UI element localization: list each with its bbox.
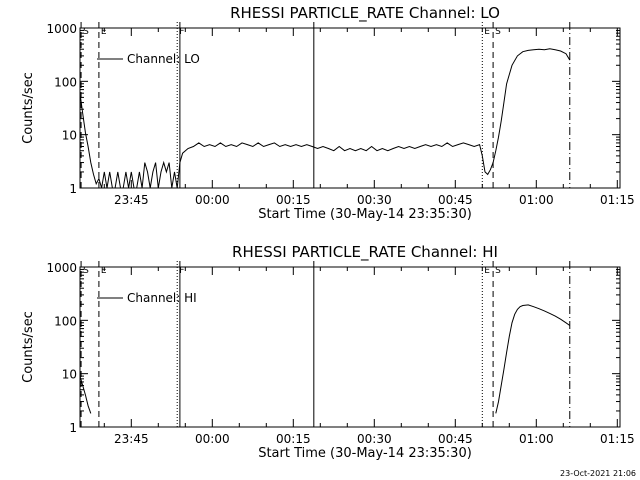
panel-hi: RHESSI PARTICLE_RATE Channel: HI 1 10 100 10…: [21, 243, 635, 461]
event-marker-label: S: [495, 266, 501, 276]
x-tick-label: 00:00: [195, 193, 230, 207]
legend-label: Channel: LO: [127, 52, 200, 66]
y-tick-label: 10: [62, 129, 77, 143]
x-tick-label: 00:00: [195, 432, 230, 446]
event-marker-label: S: [83, 266, 89, 276]
plot-frame: [79, 27, 621, 189]
x-tick-label: 00:30: [357, 193, 392, 207]
plot-frame: [79, 266, 621, 428]
x-tick-label: 00:45: [438, 193, 473, 207]
legend-label: Channel: HI: [127, 291, 197, 305]
y-tick-label: 100: [54, 75, 77, 89]
x-tick-label: 00:15: [276, 432, 311, 446]
series-line: [79, 375, 92, 414]
y-tick-label: 1000: [46, 261, 77, 275]
chart-title: RHESSI PARTICLE_RATE Channel: LO: [230, 4, 500, 23]
y-axis-label: Counts/sec: [21, 72, 36, 144]
x-tick-label: 23:45: [114, 193, 149, 207]
series-line: [495, 304, 571, 414]
x-tick-label: 01:15: [600, 193, 635, 207]
panel-lo: RHESSI PARTICLE_RATE Channel: LO 1 10 100 10…: [21, 4, 635, 222]
event-marker-label: E: [484, 27, 490, 37]
x-axis-label: Start Time (30-May-14 23:35:30): [258, 446, 472, 461]
event-marker-label: S: [83, 27, 89, 37]
x-tick-label: 00:45: [438, 432, 473, 446]
x-tick-label: 01:00: [519, 193, 554, 207]
event-marker-label: E: [484, 266, 490, 276]
timestamp: 23-Oct-2021 21:06: [560, 469, 636, 478]
y-tick-label: 1000: [46, 22, 77, 36]
event-marker-label: E: [101, 27, 107, 37]
y-tick-label: 1: [69, 421, 77, 435]
x-tick-label: 01:15: [600, 432, 635, 446]
x-tick-label: 00:15: [276, 193, 311, 207]
y-axis-label: Counts/sec: [21, 311, 36, 383]
x-tick-label: 01:00: [519, 432, 554, 446]
event-marker-label: F: [179, 27, 184, 37]
series-line: [79, 48, 571, 189]
y-tick-label: 1: [69, 182, 77, 196]
event-marker-label: F: [179, 266, 184, 276]
event-marker-label: S: [495, 27, 501, 37]
x-tick-label: 00:30: [357, 432, 392, 446]
chart-title: RHESSI PARTICLE_RATE Channel: HI: [232, 243, 498, 262]
y-tick-label: 100: [54, 314, 77, 328]
x-tick-label: 23:45: [114, 432, 149, 446]
x-axis-label: Start Time (30-May-14 23:35:30): [258, 207, 472, 222]
y-tick-label: 10: [62, 368, 77, 382]
event-marker-label: E: [101, 266, 107, 276]
